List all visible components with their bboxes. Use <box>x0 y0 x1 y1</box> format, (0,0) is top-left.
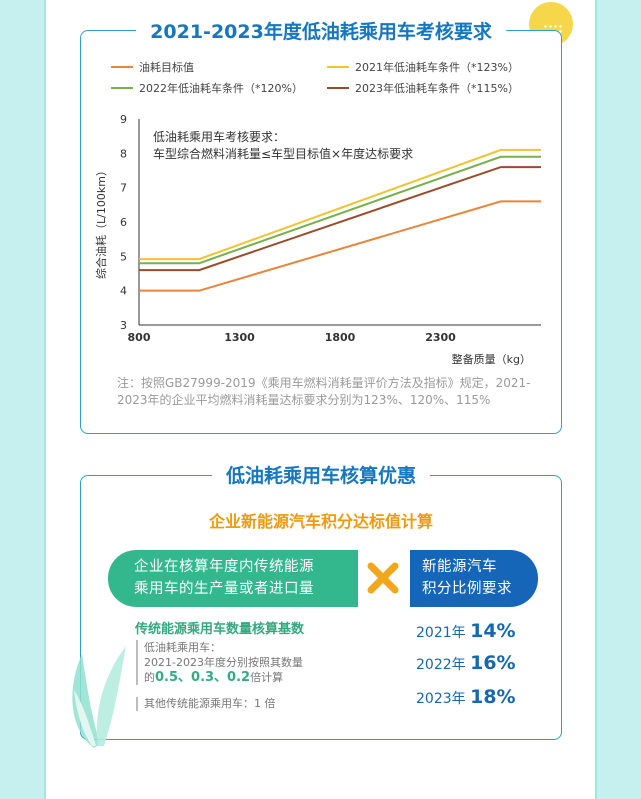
series-line-2 <box>139 155 541 265</box>
ratio-2022: 2022年 16% <box>416 652 516 674</box>
legend-item-target: 油耗目标值 <box>111 59 194 75</box>
legend-item-2022: 2022年低油耗车条件（*120%） <box>111 80 303 96</box>
rule-suffix: 倍计算 <box>250 671 284 684</box>
y-tick-label: 4 <box>120 285 127 298</box>
series-line-0 <box>139 200 541 292</box>
pill-line: 积分比例要求 <box>422 581 512 597</box>
pill-line: 企业在核算年度内传统能源 <box>134 559 314 575</box>
rule-line: 低油耗乘用车： <box>144 641 221 654</box>
y-tick-label: 9 <box>120 113 127 126</box>
pill-line: 新能源汽车 <box>422 559 497 575</box>
ratio-2021: 2021年 14% <box>416 620 516 642</box>
y-axis-label: 综合油耗（L/100km） <box>94 165 108 279</box>
y-tick-label: 6 <box>120 216 127 229</box>
right-border-line <box>595 0 597 799</box>
rule-factors: 0.5、0.3、0.2 <box>155 670 251 685</box>
basis-title: 传统能源乘用车数量核算基数 <box>135 622 305 637</box>
x-tick-label: 2300 <box>425 331 456 344</box>
pill-line: 乘用车的生产量或者进口量 <box>134 581 314 597</box>
accounting-subtitle: 企业新能源汽车积分达标值计算 <box>208 512 433 531</box>
y-tick-label: 7 <box>120 182 127 195</box>
production-volume-pill: 企业在核算年度内传统能源 乘用车的生产量或者进口量 <box>108 550 358 607</box>
legend-label: 2022年低油耗车条件（*120%） <box>139 82 303 95</box>
ratio-percent: 18% <box>470 686 516 708</box>
fuel-consumption-chart: 3 4 5 6 7 8 9 800 1300 1800 2300 整备质量（kg） 综合油耗（L/100… <box>94 113 541 366</box>
standard-note: 注：按照GB27999-2019《乘用车燃料消耗量评价方法及指标》规定，2021… <box>117 376 531 407</box>
x-tick-label: 1800 <box>325 331 356 344</box>
other-vehicle-rule: 其他传统能源乘用车：1 倍 <box>136 697 276 711</box>
legend-label: 2023年低油耗车条件（*115%） <box>355 82 519 95</box>
chart-annotation: 低油耗乘用车考核要求： <box>153 129 285 144</box>
x-axis-label: 整备质量（kg） <box>452 352 531 366</box>
ratio-year: 2021年 <box>416 625 466 641</box>
legend-swatch <box>327 87 349 89</box>
ratio-2023: 2023年 18% <box>416 686 516 708</box>
rule-prefix: 的 <box>144 671 155 684</box>
series-line-3 <box>139 166 541 272</box>
series-line-1 <box>139 148 541 261</box>
accounting-card: 低油耗乘用车核算优惠 企业新能源汽车积分达标值计算 <box>80 461 562 740</box>
ratio-year: 2023年 <box>416 691 466 707</box>
legend-item-2021: 2021年低油耗车条件（*123%） <box>327 59 519 75</box>
legend-label: 油耗目标值 <box>139 61 194 74</box>
legend-swatch <box>111 66 133 68</box>
decorative-leaf-icon <box>72 646 126 748</box>
low-consumption-rule: 低油耗乘用车： 2021-2023年度分别按照其数量 的0.5、0.3、0.2倍… <box>136 640 303 685</box>
y-tick-label: 3 <box>120 319 127 332</box>
multiply-icon <box>367 562 399 594</box>
y-tick-label: 8 <box>120 147 127 160</box>
requirements-card: 2021-2023年度低油耗乘用车考核要求 油耗目标值 2021年低油耗车条件（… <box>80 17 562 434</box>
chart-annotation: 车型综合燃料消耗量≤车型目标值×年度达标要求 <box>153 146 413 161</box>
y-tick-label: 5 <box>120 250 127 263</box>
x-tick-label: 1300 <box>224 331 255 344</box>
legend-label: 2021年低油耗车条件（*123%） <box>355 61 519 74</box>
legend-swatch <box>111 87 133 89</box>
nev-ratio-pill: 新能源汽车 积分比例要求 <box>410 550 538 607</box>
rule-line: 的0.5、0.3、0.2倍计算 <box>144 670 303 685</box>
left-border-line <box>44 0 46 799</box>
x-tick-label: 800 <box>128 331 151 344</box>
accounting-title: 低油耗乘用车核算优惠 <box>211 461 431 488</box>
ratio-year: 2022年 <box>416 657 466 673</box>
legend-item-2023: 2023年低油耗车条件（*115%） <box>327 80 519 96</box>
requirements-title: 2021-2023年度低油耗乘用车考核要求 <box>136 17 506 44</box>
ratio-percent: 16% <box>470 652 516 674</box>
ratio-percent: 14% <box>470 620 516 642</box>
rule-line: 2021-2023年度分别按照其数量 <box>144 656 303 669</box>
legend-swatch <box>327 66 349 68</box>
